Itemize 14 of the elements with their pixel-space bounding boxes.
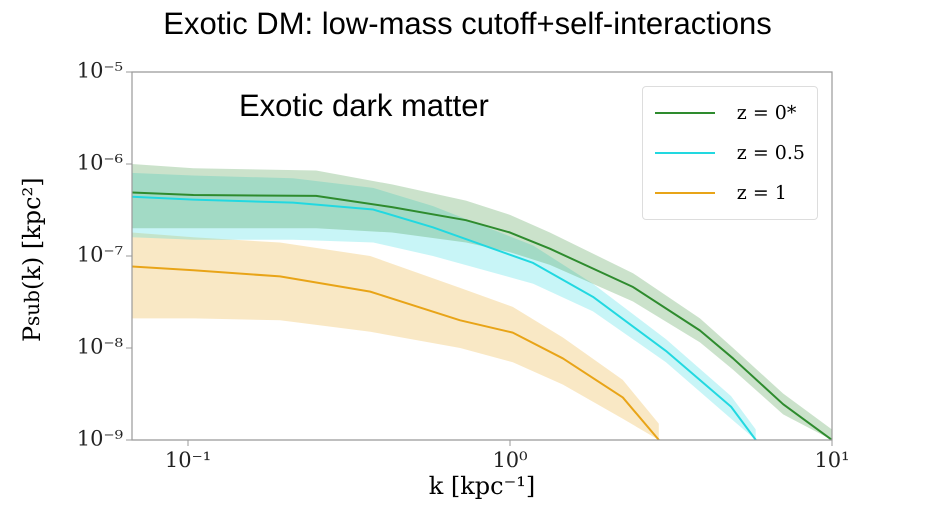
- x-tick-label: 10⁻¹: [164, 448, 212, 472]
- y-tick-label: 10⁻⁵: [76, 58, 123, 82]
- y-tick-label: 10⁻⁸: [76, 334, 123, 358]
- chart-title: Exotic DM: low-mass cutoff+self-interactions: [162, 6, 773, 42]
- annotation: Exotic dark matter: [239, 88, 489, 124]
- legend-label: z = 0*: [736, 102, 796, 124]
- y-tick-label: 10⁻⁶: [76, 150, 123, 174]
- x-axis-title: k [kpc⁻¹]: [428, 472, 536, 500]
- x-tick-label: 10⁰: [492, 448, 528, 472]
- x-tick-label: 10¹: [814, 448, 850, 472]
- legend-label: z = 0.5: [736, 142, 805, 164]
- legend-label: z = 1: [736, 182, 787, 204]
- y-tick-label: 10⁻⁹: [76, 426, 123, 450]
- y-tick-label: 10⁻⁷: [76, 242, 123, 266]
